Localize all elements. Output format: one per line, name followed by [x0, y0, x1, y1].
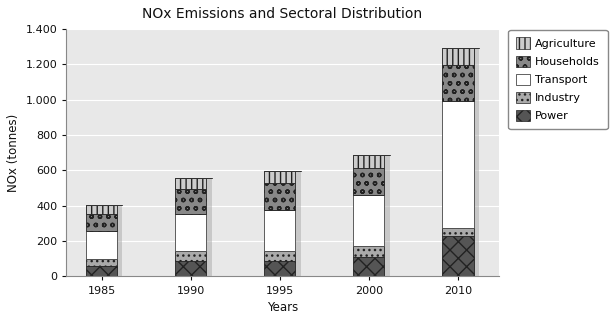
Bar: [442, 65, 474, 100]
Bar: [448, 48, 479, 276]
Bar: [175, 178, 206, 189]
Bar: [175, 189, 206, 214]
Bar: [264, 183, 295, 210]
Bar: [353, 195, 384, 246]
Bar: [442, 100, 474, 228]
Bar: [442, 236, 474, 276]
Bar: [175, 251, 206, 261]
Bar: [264, 210, 295, 251]
Bar: [86, 231, 117, 259]
Bar: [442, 48, 474, 65]
Bar: [86, 259, 117, 266]
Bar: [353, 257, 384, 276]
Bar: [359, 155, 390, 276]
Legend: Agriculture, Households, Transport, Industry, Power: Agriculture, Households, Transport, Indu…: [509, 30, 608, 129]
Bar: [86, 205, 117, 214]
Y-axis label: NOx (tonnes): NOx (tonnes): [7, 114, 20, 192]
X-axis label: Years: Years: [267, 301, 298, 314]
Bar: [86, 214, 117, 231]
Bar: [180, 178, 212, 276]
Title: NOx Emissions and Sectoral Distribution: NOx Emissions and Sectoral Distribution: [142, 7, 423, 21]
Bar: [175, 214, 206, 251]
Bar: [353, 246, 384, 257]
Bar: [264, 171, 295, 183]
Bar: [264, 261, 295, 276]
Bar: [264, 251, 295, 261]
Bar: [91, 205, 122, 276]
Bar: [353, 168, 384, 195]
Bar: [175, 261, 206, 276]
Bar: [353, 155, 384, 168]
Bar: [442, 228, 474, 236]
Bar: [86, 266, 117, 276]
Bar: [269, 171, 301, 276]
